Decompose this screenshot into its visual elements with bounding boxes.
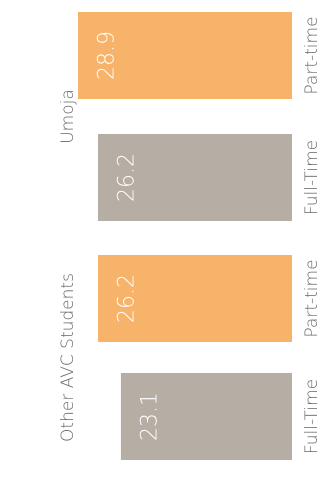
chart-plot-area: 28.9 Part-time 26.2 Full-Time Umoja 26.2 Part-… [58, 12, 322, 460]
category-tick-label: Part-time [302, 16, 322, 94]
value-label: 26.2 [115, 153, 140, 202]
group-label: Other AVC Students [58, 273, 78, 442]
value-label: 28.9 [95, 31, 120, 80]
category-tick-label: Full-Time [302, 140, 322, 215]
group-label: Umoja [58, 89, 78, 144]
value-label: 23.1 [137, 392, 162, 441]
bar-1-2 [98, 134, 292, 221]
category-tick-label: Full-Time [302, 379, 322, 454]
value-label: 26.2 [115, 274, 140, 323]
bar-1-1 [78, 12, 292, 99]
bar-2-2 [120, 373, 293, 460]
bar-2-1 [98, 255, 292, 342]
category-tick-label: Part-time [302, 259, 322, 337]
